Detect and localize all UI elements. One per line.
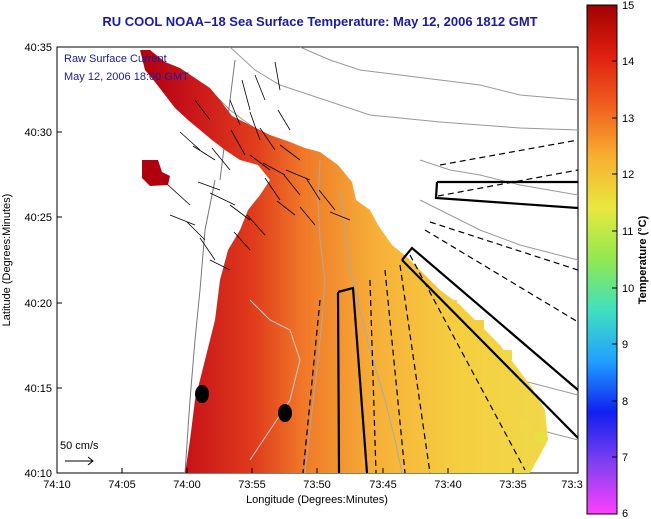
colorbar-tick-label: 15 [622, 0, 634, 12]
x-tick-label: 73:35 [499, 479, 527, 491]
scale-label: 50 cm/s [60, 440, 99, 452]
colorbar-tick-label: 12 [622, 169, 634, 181]
colorbar-tick-label: 8 [622, 396, 628, 408]
current-vectors [167, 61, 351, 271]
radial-lines [302, 139, 578, 473]
colorbar-tick-label: 9 [622, 339, 628, 351]
colorbar-tick-label: 10 [622, 283, 634, 295]
colorbar-tick-label: 6 [622, 508, 628, 519]
annotation-line-2: May 12, 2006 18:00 GMT [64, 71, 189, 83]
x-tick-label: 73:40 [434, 479, 462, 491]
y-tick-label: 40:25 [24, 212, 52, 224]
y-tick-label: 40:30 [24, 127, 52, 139]
y-axis-label: Latitude (Degrees:Minutes) [1, 194, 13, 327]
colorbar-tick-label: 14 [622, 56, 634, 68]
x-tick-label: 74:10 [43, 479, 71, 491]
map-title: RU COOL NOAA–18 Sea Surface Temperature:… [102, 14, 538, 29]
x-tick-label: 73:3 [561, 479, 582, 491]
station-marker [278, 404, 292, 422]
colorbar-tick-label: 13 [622, 113, 634, 125]
annotation-line-1: Raw Surface Current [64, 53, 167, 65]
sampling-box-right [401, 246, 578, 439]
x-tick-label: 74:00 [173, 479, 201, 491]
y-tick-label: 40:20 [24, 298, 52, 310]
colorbar-tick-label: 11 [622, 226, 633, 238]
x-axis-label: Longitude (Degrees:Minutes) [246, 494, 388, 506]
x-tick-label: 73:50 [303, 479, 331, 491]
station-marker [195, 385, 209, 403]
x-tick-label: 73:55 [238, 479, 266, 491]
x-tick-label: 73:45 [369, 479, 397, 491]
sst-field [140, 50, 548, 473]
x-tick-label: 74:05 [108, 479, 136, 491]
colorbar-label: Temperature (°C) [637, 215, 649, 304]
colorbar-tick-label: 7 [622, 452, 628, 464]
y-tick-label: 40:15 [24, 383, 52, 395]
colorbar [586, 4, 618, 515]
sampling-box-mid [336, 286, 369, 473]
scale-arrow [65, 456, 94, 466]
y-tick-label: 40:35 [24, 42, 52, 54]
sampling-box-top [434, 180, 578, 210]
y-tick-label: 40:10 [24, 468, 52, 480]
